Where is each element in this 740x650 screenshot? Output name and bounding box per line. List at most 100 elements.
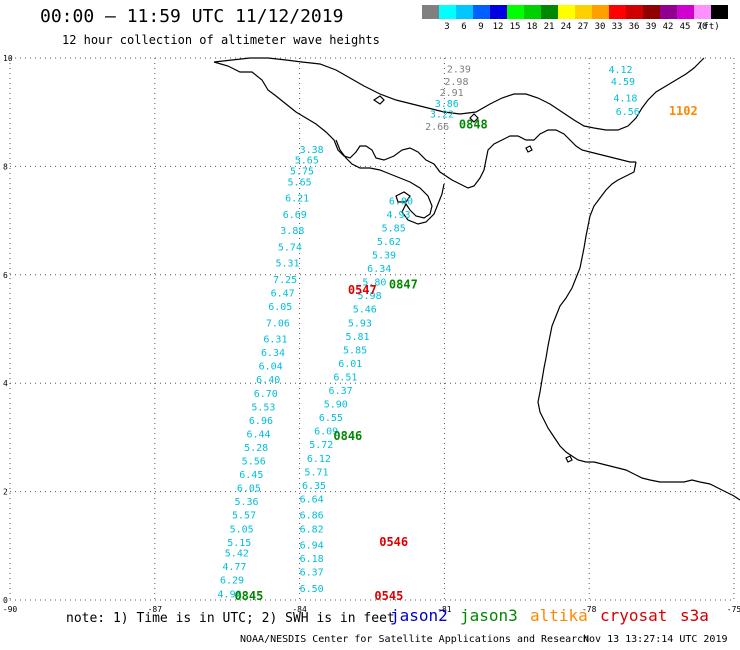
wave-height-value: 6.44	[247, 429, 271, 440]
generated-timestamp: Nov 13 13:27:14 UTC 2019	[583, 634, 728, 645]
wave-height-value: 5.71	[304, 467, 328, 478]
wave-height-value: 3.38	[300, 145, 324, 156]
wave-height-value: 5.65	[295, 156, 319, 167]
coastline	[213, 57, 740, 501]
legend-tick-label: 39	[645, 22, 657, 32]
legend-swatch	[626, 5, 643, 19]
wave-height-value: 6.45	[239, 470, 263, 481]
legend-tick-label: 70	[696, 22, 708, 32]
wave-height-value: 5.31	[275, 259, 299, 270]
wave-height-value: 7.06	[266, 318, 290, 329]
legend-unit: (ft)	[698, 22, 720, 32]
wave-height-value: 5.05	[230, 524, 254, 535]
wave-height-value: 6.09	[314, 427, 338, 438]
wave-height-value: 5.74	[278, 242, 302, 253]
wave-height-value: 5.15	[227, 538, 251, 549]
pass-time-label: 0545	[374, 589, 403, 603]
legend-tick-label: 24	[560, 22, 572, 32]
y-tick-label: 6	[3, 271, 8, 280]
legend-swatch	[439, 5, 456, 19]
coastline-colombia	[537, 161, 740, 501]
legend-tick-label: 21	[543, 22, 555, 32]
wave-height-value: 6.05	[237, 484, 261, 495]
wave-height-value: 2.66	[425, 122, 449, 133]
wave-height-value: 6.34	[367, 264, 391, 275]
x-tick-label: -81	[437, 605, 452, 614]
satellite-s3a: s3a	[680, 606, 709, 625]
map-subtitle: 12 hour collection of altimeter wave hei…	[62, 33, 380, 47]
x-tick-label: -90	[3, 605, 18, 614]
footnote: note: 1) Time is in UTC; 2) SWH is in fe…	[66, 611, 395, 626]
legend-swatch	[490, 5, 507, 19]
wave-height-value: 5.81	[345, 332, 369, 343]
credit-line: NOAA/NESDIS Center for Satellite Applica…	[240, 634, 590, 645]
wave-height-value: 6.29	[220, 576, 244, 587]
wave-height-value: 5.39	[372, 251, 396, 262]
legend-swatch	[711, 5, 728, 19]
legend-tick-label: 6	[461, 22, 467, 32]
legend-swatch	[609, 5, 626, 19]
legend-swatch	[507, 5, 524, 19]
y-tick-label: 8	[3, 162, 8, 171]
wave-height-value: 6.69	[283, 210, 307, 221]
y-tick-label: 0	[3, 596, 8, 605]
wave-height-value: 2.39	[447, 65, 471, 76]
island-pearl	[525, 145, 533, 153]
legend-swatch	[456, 5, 473, 19]
wave-height-value: 6.00	[389, 196, 413, 207]
wave-height-value: 5.75	[290, 167, 314, 178]
x-tick-label: -87	[148, 605, 163, 614]
wave-height-value: 6.05	[268, 302, 292, 313]
pass-time-label: 1102	[669, 104, 698, 118]
legend-swatch	[524, 5, 541, 19]
wave-height-value: 5.90	[324, 400, 348, 411]
wave-height-value: 6.01	[338, 359, 362, 370]
legend-swatch	[558, 5, 575, 19]
satellite-jason3: jason3	[460, 606, 518, 625]
legend-swatch	[643, 5, 660, 19]
wave-height-value: 5.72	[309, 440, 333, 451]
wave-height-value: 6.12	[307, 454, 331, 465]
wave-height-value: 5.93	[348, 318, 372, 329]
pass-time-label: 0846	[333, 429, 362, 443]
wave-height-value: 6.47	[271, 288, 295, 299]
wave-height-value: 5.42	[225, 549, 249, 560]
island-malpelo	[372, 95, 385, 105]
coastline-central-america	[213, 61, 636, 189]
wave-height-value: 5.98	[358, 291, 382, 302]
wave-height-value: 4.18	[613, 93, 637, 104]
pass-time-label: 0547	[348, 283, 377, 297]
legend-tick-label: 27	[577, 22, 589, 32]
wave-height-value: 6.40	[256, 375, 280, 386]
wave-height-value: 5.62	[377, 237, 401, 248]
legend-tick-label: 45	[679, 22, 691, 32]
color-scale-labels: 3 6 9 12 15 18 21 24 27 30 33 36 39 42 45 70 (ft)	[422, 22, 732, 36]
wave-height-value: 6.96	[249, 416, 273, 427]
x-tick-label: -78	[582, 605, 597, 614]
axis-tick-labels: -90 -87 -84 -81 -78 -75 0 2 4 6 8 10	[3, 54, 740, 614]
pass-time-label: 0546	[379, 535, 408, 549]
wave-height-value: 2.98	[444, 77, 468, 88]
pass-time-label: 0848	[459, 117, 488, 131]
wave-height-value: 4.77	[222, 562, 246, 573]
legend-tick-label: 42	[662, 22, 674, 32]
wave-height-value: 6.21	[285, 194, 309, 205]
wave-height-value: 5.65	[288, 177, 312, 188]
wave-height-value: 3.86	[435, 99, 459, 110]
wave-height-value: 6.18	[300, 554, 324, 565]
wave-height-value: 4.59	[611, 77, 635, 88]
island-canal-area	[469, 113, 479, 123]
wave-height-value: 6.35	[302, 481, 326, 492]
pass-time-label: 0845	[234, 589, 263, 603]
wave-height-value: 6.86	[300, 511, 324, 522]
wave-height-value: 5.85	[382, 223, 406, 234]
legend-swatch	[541, 5, 558, 19]
wave-height-value: 6.70	[254, 389, 278, 400]
legend-tick-label: 18	[526, 22, 538, 32]
legend-tick-label: 30	[594, 22, 606, 32]
y-tick-label: 10	[3, 54, 13, 63]
island-coiba	[395, 191, 411, 203]
legend-tick-label: 9	[478, 22, 484, 32]
